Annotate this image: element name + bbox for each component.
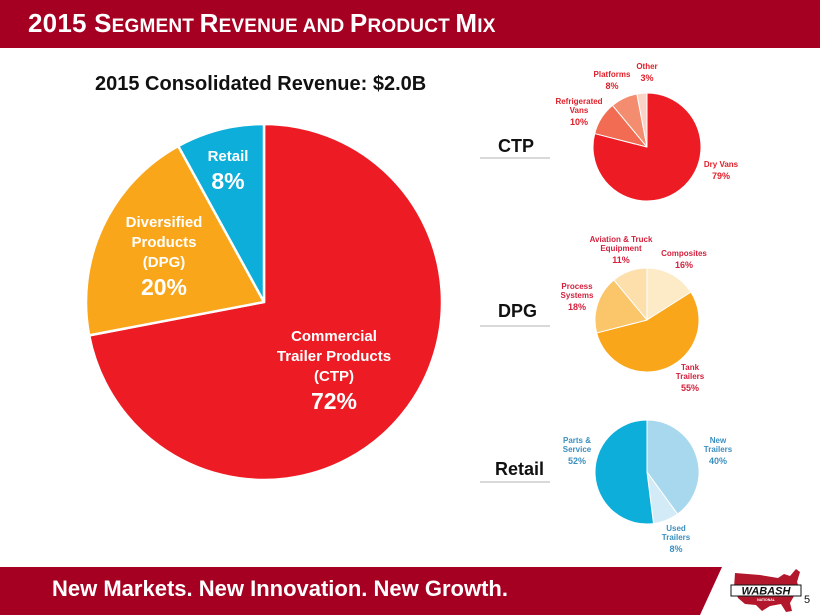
pie-slice-composites <box>646 267 692 321</box>
logo-subtext: NATIONAL <box>757 598 776 602</box>
segment-divider-retail <box>480 481 550 483</box>
pie-label-aviation-truck-equipment: Aviation & Truck Equipment 11% <box>590 235 653 265</box>
pie-label-line: Platforms <box>594 70 631 79</box>
footer-tagline: New Markets. New Innovation. New Growth. <box>52 576 508 601</box>
pie-label-line: Aviation & Truck <box>590 235 653 244</box>
pie-label-line: (DPG) <box>143 254 186 271</box>
pie-label-line: (CTP) <box>314 368 354 385</box>
pie-label-line: Trailers <box>676 372 705 381</box>
pie-label-value: 3% <box>640 73 653 83</box>
wabash-logo: WABASH NATIONAL <box>730 569 802 612</box>
pie-label-line: Trailers <box>704 445 733 454</box>
page-number: 5 <box>804 594 811 606</box>
pie-label-line: Composites <box>661 249 707 258</box>
pie-label-line: Other <box>636 62 657 71</box>
page-title: 2015 SEGMENT REVENUE AND PRODUCT MIX <box>28 8 496 38</box>
pie-label-line: Trailer Products <box>277 348 391 365</box>
pie-label-value: 55% <box>681 383 699 393</box>
header-bar: 2015 SEGMENT REVENUE AND PRODUCT MIX <box>0 0 820 48</box>
pie-label-value: 8% <box>669 544 682 554</box>
pie-label-line: Retail <box>208 148 249 165</box>
pie-label-used-trailers: Used Trailers 8% <box>662 524 691 554</box>
pie-label-value: 20% <box>141 274 187 300</box>
logo-plate <box>730 584 802 597</box>
pie-label-line: Commercial <box>291 328 377 345</box>
retail-mix-pie: New Trailers 40%Used Trailers 8%Parts & Servi… <box>563 419 733 554</box>
pie-slice-commercial-trailer-products-ctp <box>87 122 444 482</box>
pie-label-value: 72% <box>311 388 357 414</box>
pie-label-value: 79% <box>712 171 730 181</box>
pie-label-line: Refrigerated <box>555 97 602 106</box>
pie-label-line: Trailers <box>662 533 691 542</box>
segment-divider-ctp <box>480 157 550 159</box>
pie-label-line: Systems <box>561 291 594 300</box>
pie-slice-diversified-products-dpg <box>84 144 266 337</box>
pie-label-value: 18% <box>568 302 586 312</box>
pie-label-line: Dry Vans <box>704 160 739 169</box>
pie-label-line: Equipment <box>600 244 642 253</box>
pie-label-value: 8% <box>605 81 618 91</box>
pie-label-line: Used <box>666 524 686 533</box>
pie-label-value: 52% <box>568 456 586 466</box>
pie-slice-new-trailers <box>646 419 700 515</box>
segment-divider-dpg <box>480 325 550 327</box>
pie-label-line: Vans <box>570 106 589 115</box>
pie-slice-tank-trailers <box>596 291 700 373</box>
segment-label-ctp: CTP <box>498 136 534 156</box>
logo-wordmark: WABASH <box>742 586 792 598</box>
pie-slice-retail <box>176 122 266 304</box>
pie-label-line: Service <box>563 445 592 454</box>
main-revenue-pie: Commercial Trailer Products (CTP) 72% Divers… <box>84 122 444 482</box>
pie-slice-other <box>636 92 648 148</box>
pie-label-value: 11% <box>612 255 630 265</box>
pie-label-process-systems: Process Systems 18% <box>561 282 594 312</box>
pie-label-value: 16% <box>675 260 693 270</box>
pie-label-composites: Composites 16% <box>661 249 707 270</box>
pie-label-value: 40% <box>709 456 727 466</box>
pie-slice-process-systems <box>594 279 648 334</box>
pie-label-commercial-trailer-products-ctp: Commercial Trailer Products (CTP) 72% <box>277 328 391 414</box>
pie-label-refrigerated-vans: Refrigerated Vans 10% <box>555 97 602 127</box>
pie-label-line: Parts & <box>563 436 591 445</box>
pie-label-platforms: Platforms 8% <box>594 70 631 91</box>
footer-band <box>0 567 722 615</box>
segment-label-retail: Retail <box>495 459 545 479</box>
ctp-mix-pie: Dry Vans 79% Refrigerated Vans 10% Platforms 8… <box>555 62 739 202</box>
pie-slice-aviation-truck-equipment <box>613 267 648 321</box>
pie-label-line: Diversified <box>126 214 203 231</box>
pie-label-diversified-products-dpg: Diversified Products (DPG) 20% <box>126 214 203 300</box>
dpg-mix-pie: Composites 16% Tank Trailers 55% Process Syste… <box>561 235 708 393</box>
pie-label-dry-vans: Dry Vans 79% <box>704 160 739 181</box>
pie-slice-parts-service <box>594 419 655 525</box>
segment-label-dpg: DPG <box>498 301 538 321</box>
pie-label-value: 8% <box>211 168 244 194</box>
pie-label-line: Products <box>131 234 196 251</box>
pie-label-tank-trailers: Tank Trailers 55% <box>676 363 705 393</box>
pie-label-line: Tank <box>681 363 700 372</box>
consolidated-revenue-title: 2015 Consolidated Revenue: $2.0B <box>95 73 427 95</box>
pie-label-line: New <box>710 436 727 445</box>
pie-label-retail: Retail 8% <box>208 148 249 194</box>
pie-label-new-trailers: New Trailers 40% <box>704 436 733 466</box>
pie-label-other: Other 3% <box>636 62 657 83</box>
pie-label-parts-service: Parts & Service 52% <box>563 436 592 466</box>
pie-label-value: 10% <box>570 117 588 127</box>
pie-label-line: Process <box>561 282 593 291</box>
